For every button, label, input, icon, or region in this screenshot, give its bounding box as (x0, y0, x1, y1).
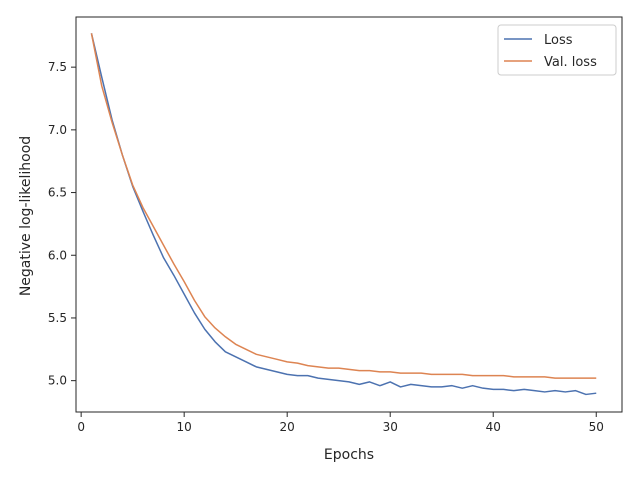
legend: Loss Val. loss (497, 24, 617, 76)
y-axis-label: Negative log-likelihood (18, 136, 34, 296)
x-tick-label: 10 (177, 420, 192, 434)
y-tick-label: 5.5 (48, 311, 67, 325)
series-line-loss (90, 33, 597, 396)
x-tick-label: 40 (486, 420, 501, 434)
legend-label: Loss (544, 33, 573, 48)
x-tick-label: 30 (383, 420, 398, 434)
x-tick-label: 0 (77, 420, 85, 434)
axes-frame (75, 16, 623, 413)
series-line-val-loss (90, 33, 597, 379)
y-tick-label: 6.5 (48, 186, 67, 200)
x-axis-label: Epochs (324, 447, 374, 463)
legend-box (497, 24, 617, 76)
plot-area (75, 16, 623, 413)
x-tick-label: 20 (280, 420, 295, 434)
legend-label: Val. loss (544, 55, 597, 70)
y-tick-label: 6.0 (48, 248, 67, 262)
y-tick-label: 5.0 (48, 374, 67, 388)
axis-ticks: 0 10 20 30 40 50 5.0 5.5 6.0 6.5 7.0 7.5 (48, 60, 604, 434)
y-tick-label: 7.0 (48, 123, 67, 137)
x-tick-label: 50 (589, 420, 604, 434)
y-tick-label: 7.5 (48, 60, 67, 74)
